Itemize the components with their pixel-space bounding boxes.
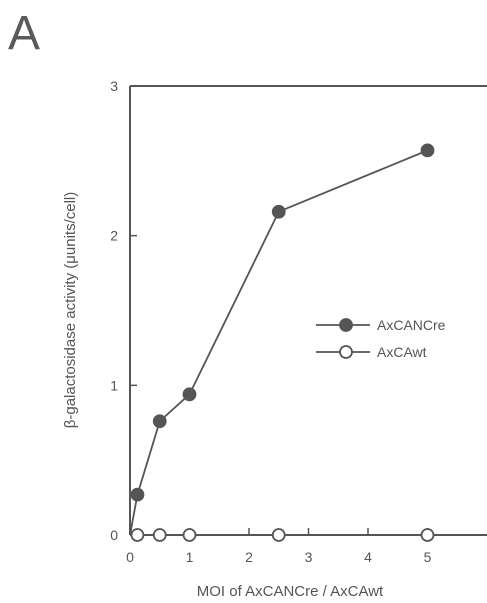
legend-label: AxCANCre: [377, 317, 446, 333]
x-tick-label: 1: [186, 549, 194, 565]
chart-series: [129, 143, 435, 542]
x-tick-label: 3: [305, 549, 313, 565]
x-tick-label: 4: [364, 549, 372, 565]
y-axis-ticks: 0 1 2 3: [110, 78, 137, 543]
y-tick-label: 2: [110, 228, 118, 244]
data-point: [152, 414, 167, 429]
data-point: [152, 528, 167, 542]
chart-legend: AxCANCre AxCAwt: [316, 317, 446, 360]
data-point: [271, 528, 286, 542]
y-tick-label: 3: [110, 78, 118, 94]
panel-label: A: [8, 7, 41, 60]
x-tick-label: 2: [245, 549, 253, 565]
legend-marker: [339, 345, 353, 359]
data-point: [182, 387, 197, 402]
x-tick-label: 0: [126, 549, 134, 565]
data-point: [130, 487, 145, 502]
x-axis-title: MOI of AxCANCre / AxCAwt: [197, 583, 384, 600]
data-point: [271, 204, 286, 219]
data-point: [420, 528, 435, 542]
y-tick-label: 0: [110, 527, 118, 543]
data-point: [420, 143, 435, 158]
data-point: [182, 528, 197, 542]
data-point: [130, 528, 145, 542]
y-axis-title: β-galactosidase activity (μunits/cell): [62, 192, 79, 429]
legend-marker: [339, 318, 353, 332]
y-tick-label: 1: [110, 377, 118, 393]
x-tick-label: 5: [424, 549, 432, 565]
legend-label: AxCAwt: [377, 344, 427, 360]
